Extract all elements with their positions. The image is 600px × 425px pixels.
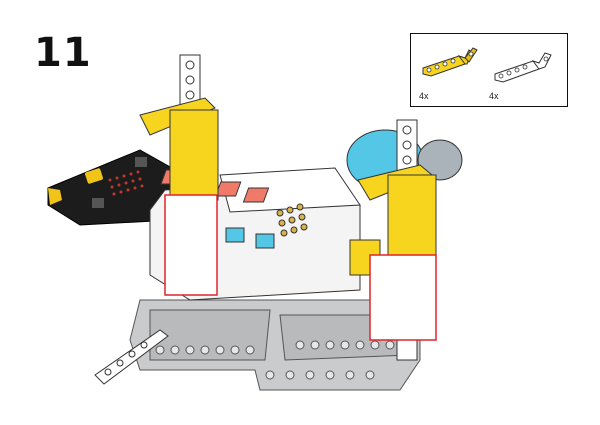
parts-illustration <box>422 47 552 83</box>
right-tower <box>357 119 437 361</box>
white-l-beam-part <box>494 52 552 83</box>
step-number: 11 <box>34 30 92 76</box>
yellow-l-beam-part <box>422 47 478 77</box>
white-beam-left <box>94 329 169 385</box>
yellow-beam-quantity: 4x <box>419 91 429 101</box>
white-beam-quantity: 4x <box>489 91 499 101</box>
left-tower <box>139 54 219 296</box>
parts-needed-box: 4x 4x <box>410 33 568 107</box>
